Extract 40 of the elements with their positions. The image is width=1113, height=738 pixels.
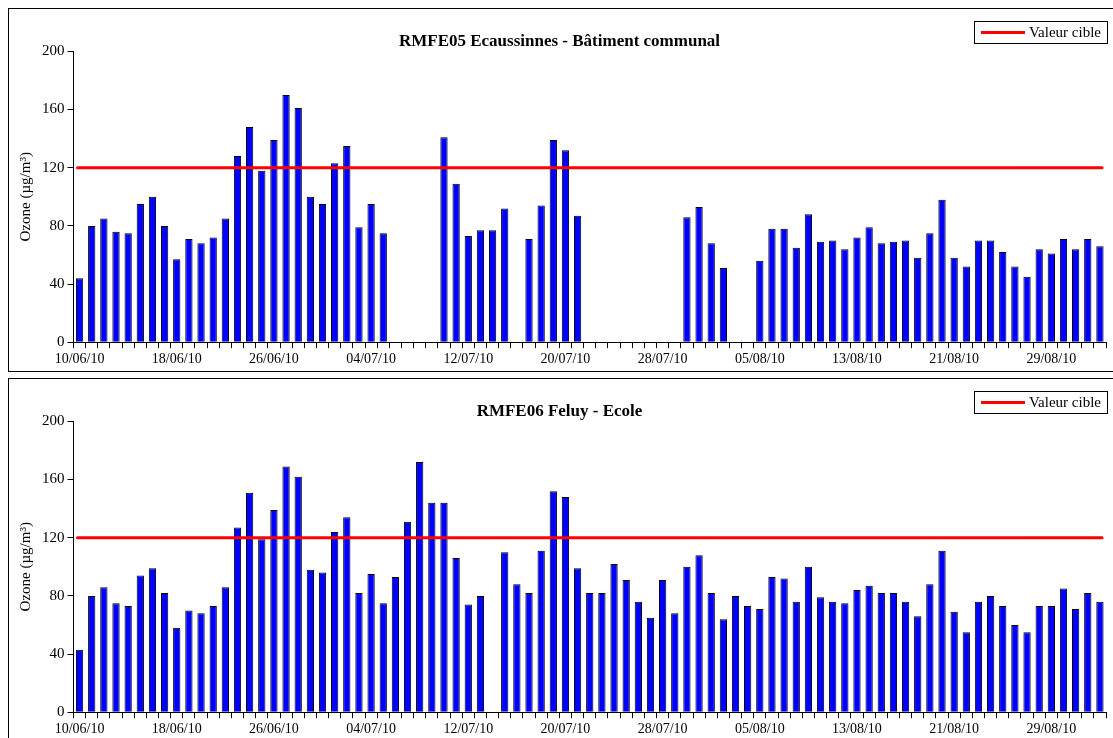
- y-tick-label: 0: [57, 703, 65, 720]
- x-tick-label: 20/07/10: [540, 351, 591, 367]
- y-tick-label: 120: [42, 528, 65, 545]
- y-tick-label: 200: [42, 412, 65, 429]
- x-tick-label: 05/08/10: [734, 351, 785, 367]
- y-tick-label: 200: [42, 42, 65, 59]
- x-tick-label: 20/07/10: [540, 721, 591, 737]
- legend-label: Valeur cible: [1028, 394, 1101, 411]
- x-tick-label: 26/06/10: [249, 721, 299, 737]
- x-tick-label: 10/06/10: [54, 721, 105, 737]
- x-tick-label: 21/08/10: [929, 721, 980, 737]
- x-tick-label: 18/06/10: [151, 351, 202, 367]
- y-tick-label: 80: [49, 586, 65, 603]
- x-tick-label: 26/06/10: [249, 351, 299, 367]
- x-tick-label: 04/07/10: [346, 721, 396, 737]
- x-tick-label: 21/08/10: [929, 351, 980, 367]
- x-tick-label: 12/07/10: [443, 351, 494, 367]
- x-tick-label: 18/06/10: [151, 721, 202, 737]
- x-tick-label: 29/08/10: [1026, 721, 1077, 737]
- y-tick-label: 160: [42, 470, 65, 487]
- y-tick-label: 80: [49, 216, 65, 233]
- chart-title: RMFE06 Feluy - Ecole: [476, 400, 643, 420]
- y-axis-title: Ozone (µg/m³): [16, 522, 34, 612]
- y-axis-title: Ozone (µg/m³): [16, 152, 34, 242]
- x-tick-label: 13/08/10: [832, 351, 882, 367]
- y-tick-label: 0: [57, 333, 65, 350]
- y-tick-label: 40: [49, 644, 65, 661]
- legend-label: Valeur cible: [1028, 24, 1101, 41]
- x-tick-label: 28/07/10: [637, 351, 688, 367]
- y-tick-label: 40: [49, 274, 65, 291]
- x-tick-label: 13/08/10: [832, 721, 882, 737]
- y-tick-label: 120: [42, 158, 65, 175]
- x-tick-label: 28/07/10: [637, 721, 688, 737]
- x-tick-label: 12/07/10: [443, 721, 494, 737]
- x-tick-label: 29/08/10: [1026, 351, 1077, 367]
- x-tick-label: 10/06/10: [54, 351, 105, 367]
- x-tick-label: 04/07/10: [346, 351, 396, 367]
- y-tick-label: 160: [42, 100, 65, 117]
- chart-title: RMFE05 Ecaussinnes - Bâtiment communal: [398, 30, 721, 50]
- x-tick-label: 05/08/10: [734, 721, 785, 737]
